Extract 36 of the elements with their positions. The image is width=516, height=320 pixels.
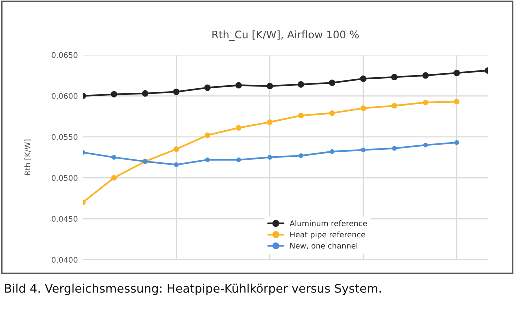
point [174, 162, 179, 168]
point [360, 106, 366, 112]
point [268, 155, 272, 160]
point [266, 83, 274, 90]
point [422, 72, 430, 79]
point [423, 100, 429, 106]
point [174, 146, 180, 152]
point [204, 84, 211, 92]
point [392, 146, 398, 151]
point [142, 90, 149, 97]
point [236, 158, 242, 162]
point [236, 125, 242, 131]
point [112, 155, 117, 160]
point [330, 150, 335, 154]
point [111, 91, 118, 98]
point [329, 80, 336, 86]
point [392, 103, 398, 109]
point [391, 74, 398, 81]
point [454, 99, 460, 105]
point [361, 148, 366, 153]
point [173, 88, 180, 96]
text: Bild 4. Vergleichsmessung: Heatpipe-Kühlkörper versus System. [5, 284, 381, 296]
point [205, 158, 210, 162]
point [111, 175, 118, 181]
point [454, 140, 460, 146]
point [423, 142, 428, 148]
chart-title: Rth_Cu [K/W], Airflow 100 % [212, 30, 359, 41]
point [204, 132, 210, 138]
point [298, 81, 304, 88]
point [267, 120, 273, 126]
point [360, 76, 367, 82]
point [298, 154, 304, 158]
point [454, 70, 460, 76]
point [298, 113, 304, 119]
point [330, 110, 336, 116]
point [236, 82, 242, 89]
